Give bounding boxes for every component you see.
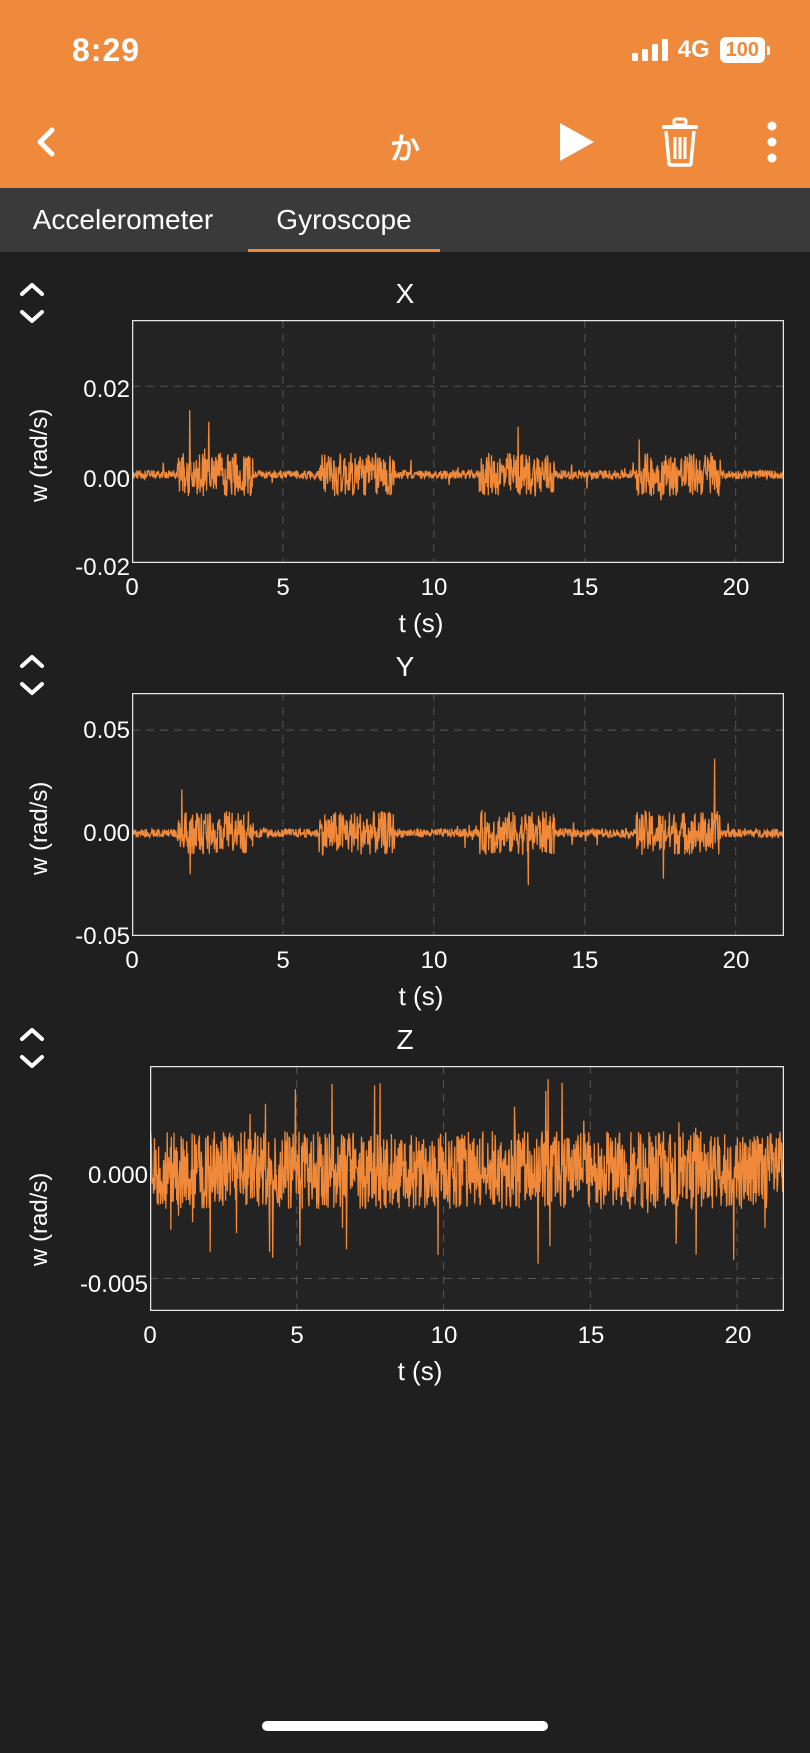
y-tick-label: 0.02 — [83, 376, 130, 403]
y-axis-label: w (rad/s) — [26, 781, 53, 875]
signal-trace — [132, 758, 784, 886]
y-tick-label: 0.00 — [83, 820, 130, 847]
battery-level: 100 — [719, 37, 765, 63]
y-tick-label: -0.005 — [79, 1271, 148, 1298]
status-time: 8:29 — [72, 32, 141, 68]
signal-trace — [150, 1079, 784, 1264]
y-tick-label: -0.05 — [75, 923, 130, 950]
y-tick-label: 0.000 — [87, 1162, 148, 1189]
x-tick-label: 5 — [290, 1322, 304, 1349]
chevron-left-icon — [37, 127, 55, 157]
x-tick-label: 20 — [722, 947, 750, 974]
expand-collapse-icon[interactable] — [14, 1025, 50, 1075]
y-axis-label: w (rad/s) — [26, 408, 53, 502]
plot-y: Y w (rad/s) 0.05 0.00 -0.05 0 5 10 15 20… — [0, 625, 810, 1020]
x-tick-label: 20 — [722, 574, 750, 601]
tab-accelerometer[interactable]: Accelerometer — [32, 204, 214, 235]
y-tick-label: 0.00 — [83, 466, 130, 493]
delete-button[interactable] — [652, 114, 708, 170]
tab-gyroscope[interactable]: Gyroscope — [248, 188, 440, 252]
x-tick-label: 10 — [430, 1322, 458, 1349]
nav-bar: か — [0, 96, 810, 188]
x-tick-label: 10 — [420, 574, 448, 601]
x-tick-label: 10 — [420, 947, 448, 974]
status-bar: 8:29 4G 100 — [0, 0, 810, 96]
plot-title: Y — [395, 651, 415, 682]
more-vertical-icon — [767, 121, 777, 163]
network-type: 4G — [677, 36, 710, 63]
x-axis-label: t (s) — [397, 1356, 443, 1386]
trash-icon — [662, 117, 698, 167]
x-tick-label: 0 — [125, 574, 139, 601]
plot-z: Z w (rad/s) 0.000 -0.005 0 5 10 15 20 t … — [0, 998, 810, 1398]
more-options-button[interactable] — [744, 114, 800, 170]
y-axis-label: w (rad/s) — [26, 1172, 53, 1266]
x-tick-label: 0 — [143, 1322, 157, 1349]
plot-title: X — [395, 278, 415, 309]
x-tick-label: 15 — [577, 1322, 605, 1349]
x-tick-label: 15 — [571, 947, 599, 974]
tab-bar: Accelerometer Gyroscope — [0, 188, 810, 252]
plot-x: X w (rad/s) 0.02 0.00 -0.02 0 5 10 15 20… — [0, 252, 810, 647]
y-tick-label: -0.02 — [75, 554, 130, 581]
plot-area-x[interactable] — [132, 320, 784, 563]
y-tick-label: 0.05 — [83, 717, 130, 744]
x-tick-label: 0 — [125, 947, 139, 974]
x-tick-label: 5 — [276, 947, 290, 974]
plot-area-y[interactable] — [132, 693, 784, 936]
back-button[interactable] — [18, 114, 74, 170]
signal-icon — [631, 39, 668, 61]
plot-area-z[interactable] — [150, 1066, 784, 1311]
x-tick-label: 5 — [276, 574, 290, 601]
status-indicators: 4G 100 — [631, 36, 770, 64]
expand-collapse-icon[interactable] — [14, 280, 50, 330]
x-tick-label: 20 — [724, 1322, 752, 1349]
play-button[interactable] — [548, 114, 604, 170]
expand-collapse-icon[interactable] — [14, 652, 50, 702]
signal-trace — [132, 410, 784, 501]
x-axis-label: t (s) — [398, 981, 444, 1011]
x-tick-label: 15 — [571, 574, 599, 601]
battery-icon: 100 — [719, 37, 770, 63]
play-icon — [560, 123, 594, 161]
x-axis-label: t (s) — [398, 608, 444, 638]
home-indicator — [262, 1721, 548, 1731]
plot-title: Z — [396, 1024, 414, 1055]
page-title: か — [390, 133, 420, 166]
